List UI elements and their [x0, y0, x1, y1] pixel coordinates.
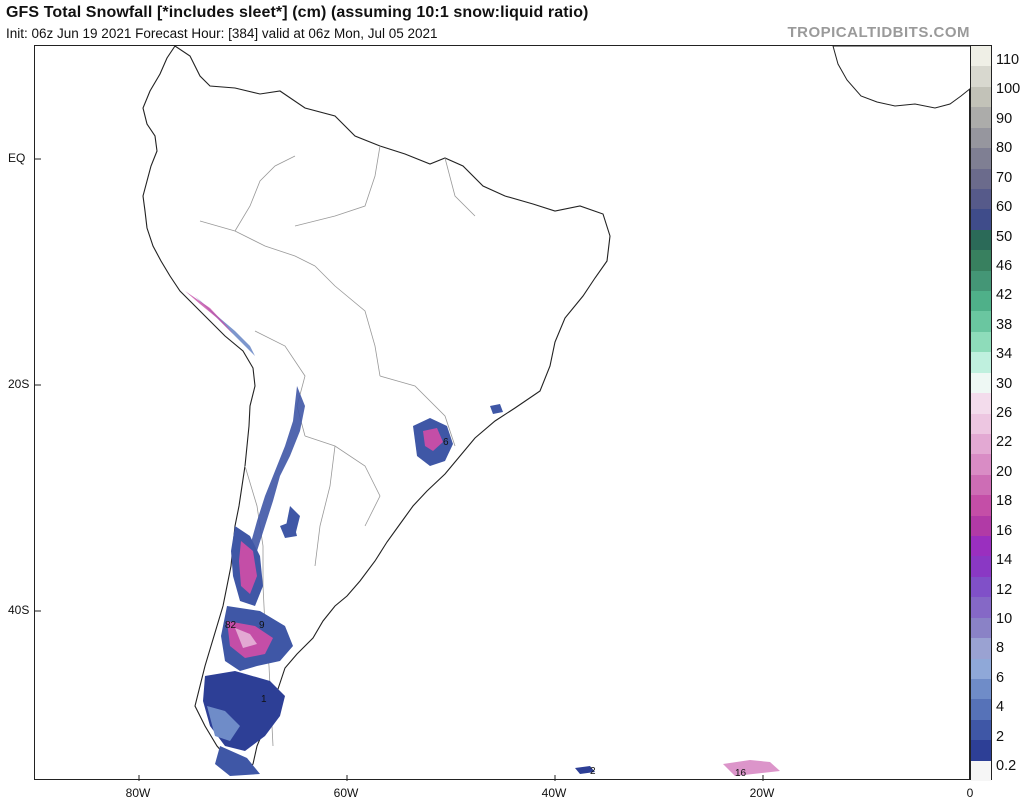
colorbar-label: 30	[996, 375, 1013, 392]
map-value-label: 9	[259, 620, 265, 631]
colorbar-swatch	[971, 474, 991, 496]
colorbar-swatch	[971, 229, 991, 251]
colorbar-swatch	[971, 597, 991, 619]
colorbar-swatch	[971, 86, 991, 108]
lat-label-20s: 20S	[8, 377, 30, 391]
colorbar-swatch	[971, 372, 991, 394]
colorbar-swatch	[971, 331, 991, 353]
colorbar-swatch	[971, 107, 991, 129]
map-subtitle: Init: 06z Jun 19 2021 Forecast Hour: [38…	[6, 26, 438, 41]
colorbar-label: 50	[996, 228, 1013, 245]
lon-label-40w: 40W	[541, 786, 567, 800]
colorbar-swatch	[971, 454, 991, 476]
colorbar-label: 90	[996, 110, 1013, 127]
colorbar-swatch	[971, 515, 991, 537]
snow-shading	[175, 286, 780, 776]
colorbar-label: 70	[996, 169, 1013, 186]
colorbar-swatch	[971, 658, 991, 680]
colorbar-label: 4	[996, 699, 1005, 716]
africa-coast	[832, 46, 971, 109]
colorbar-swatch	[971, 250, 991, 272]
map-value-label: 2	[590, 766, 596, 777]
colorbar-swatch	[971, 576, 991, 598]
colorbar-swatch	[971, 699, 991, 721]
colorbar-label: 38	[996, 316, 1013, 333]
colorbar-label: 2	[996, 728, 1005, 745]
colorbar-swatch	[971, 46, 991, 67]
colorbar-label: 60	[996, 199, 1013, 216]
colorbar-swatch	[971, 740, 991, 762]
colorbar-swatch	[971, 678, 991, 700]
colorbar-swatch	[971, 495, 991, 517]
colorbar-label: 8	[996, 640, 1005, 657]
colorbar-swatch	[971, 433, 991, 455]
colorbar-swatch	[971, 188, 991, 210]
lon-label-60w: 60W	[333, 786, 359, 800]
colorbar-label: 22	[996, 434, 1013, 451]
lat-label-40s: 40S	[8, 603, 30, 617]
colorbar-swatch	[971, 638, 991, 659]
lon-label-20w: 20W	[749, 786, 775, 800]
map-value-label: 6	[443, 437, 449, 448]
colorbar-label: 110	[996, 52, 1020, 68]
colorbar-swatch	[971, 760, 991, 782]
colorbar-label: 34	[996, 346, 1013, 363]
colorbar-label: 14	[996, 552, 1013, 569]
colorbar-swatch	[971, 291, 991, 312]
colorbar-label: 46	[996, 257, 1013, 274]
colorbar-swatch	[971, 719, 991, 741]
colorbar	[970, 45, 992, 782]
colorbar-label: 80	[996, 140, 1013, 157]
colorbar-label: 6	[996, 669, 1005, 686]
colorbar-swatch	[971, 66, 991, 88]
map-value-label: 1	[261, 694, 267, 705]
colorbar-swatch	[971, 209, 991, 231]
colorbar-swatch	[971, 148, 991, 169]
colorbar-swatch	[971, 556, 991, 578]
colorbar-label: 12	[996, 581, 1013, 598]
colorbar-label: 26	[996, 405, 1013, 421]
south-america-coast	[142, 46, 611, 775]
lat-label-eq: EQ	[8, 151, 26, 165]
map-value-label: 16	[735, 768, 747, 779]
colorbar-label: 100	[996, 81, 1021, 98]
map-title: GFS Total Snowfall [*includes sleet*] (c…	[6, 4, 589, 21]
colorbar-label: 18	[996, 493, 1013, 510]
colorbar-swatch	[971, 127, 991, 149]
colorbar-swatch	[971, 393, 991, 414]
colorbar-label: 20	[996, 463, 1013, 480]
lon-label-80w: 80W	[125, 786, 151, 800]
colorbar-swatch	[971, 413, 991, 435]
colorbar-swatch	[971, 270, 991, 292]
colorbar-label: 10	[996, 610, 1013, 627]
brand-watermark: TROPICALTIDBITS.COM	[787, 24, 970, 41]
map-area: 6 82 9 1 2 16	[34, 45, 971, 781]
colorbar-label: 16	[996, 522, 1013, 539]
colorbar-swatch	[971, 311, 991, 333]
colorbar-swatch	[971, 168, 991, 190]
colorbar-swatch	[971, 352, 991, 374]
map-value-label: 82	[225, 620, 237, 631]
colorbar-label: 0.2	[996, 758, 1017, 774]
graticule-ticks	[35, 158, 764, 781]
colorbar-label: 42	[996, 287, 1013, 304]
colorbar-swatch	[971, 617, 991, 639]
lon-label-0: 0	[966, 786, 974, 800]
colorbar-swatch	[971, 536, 991, 557]
map-canvas: 6 82 9 1 2 16	[35, 46, 971, 781]
